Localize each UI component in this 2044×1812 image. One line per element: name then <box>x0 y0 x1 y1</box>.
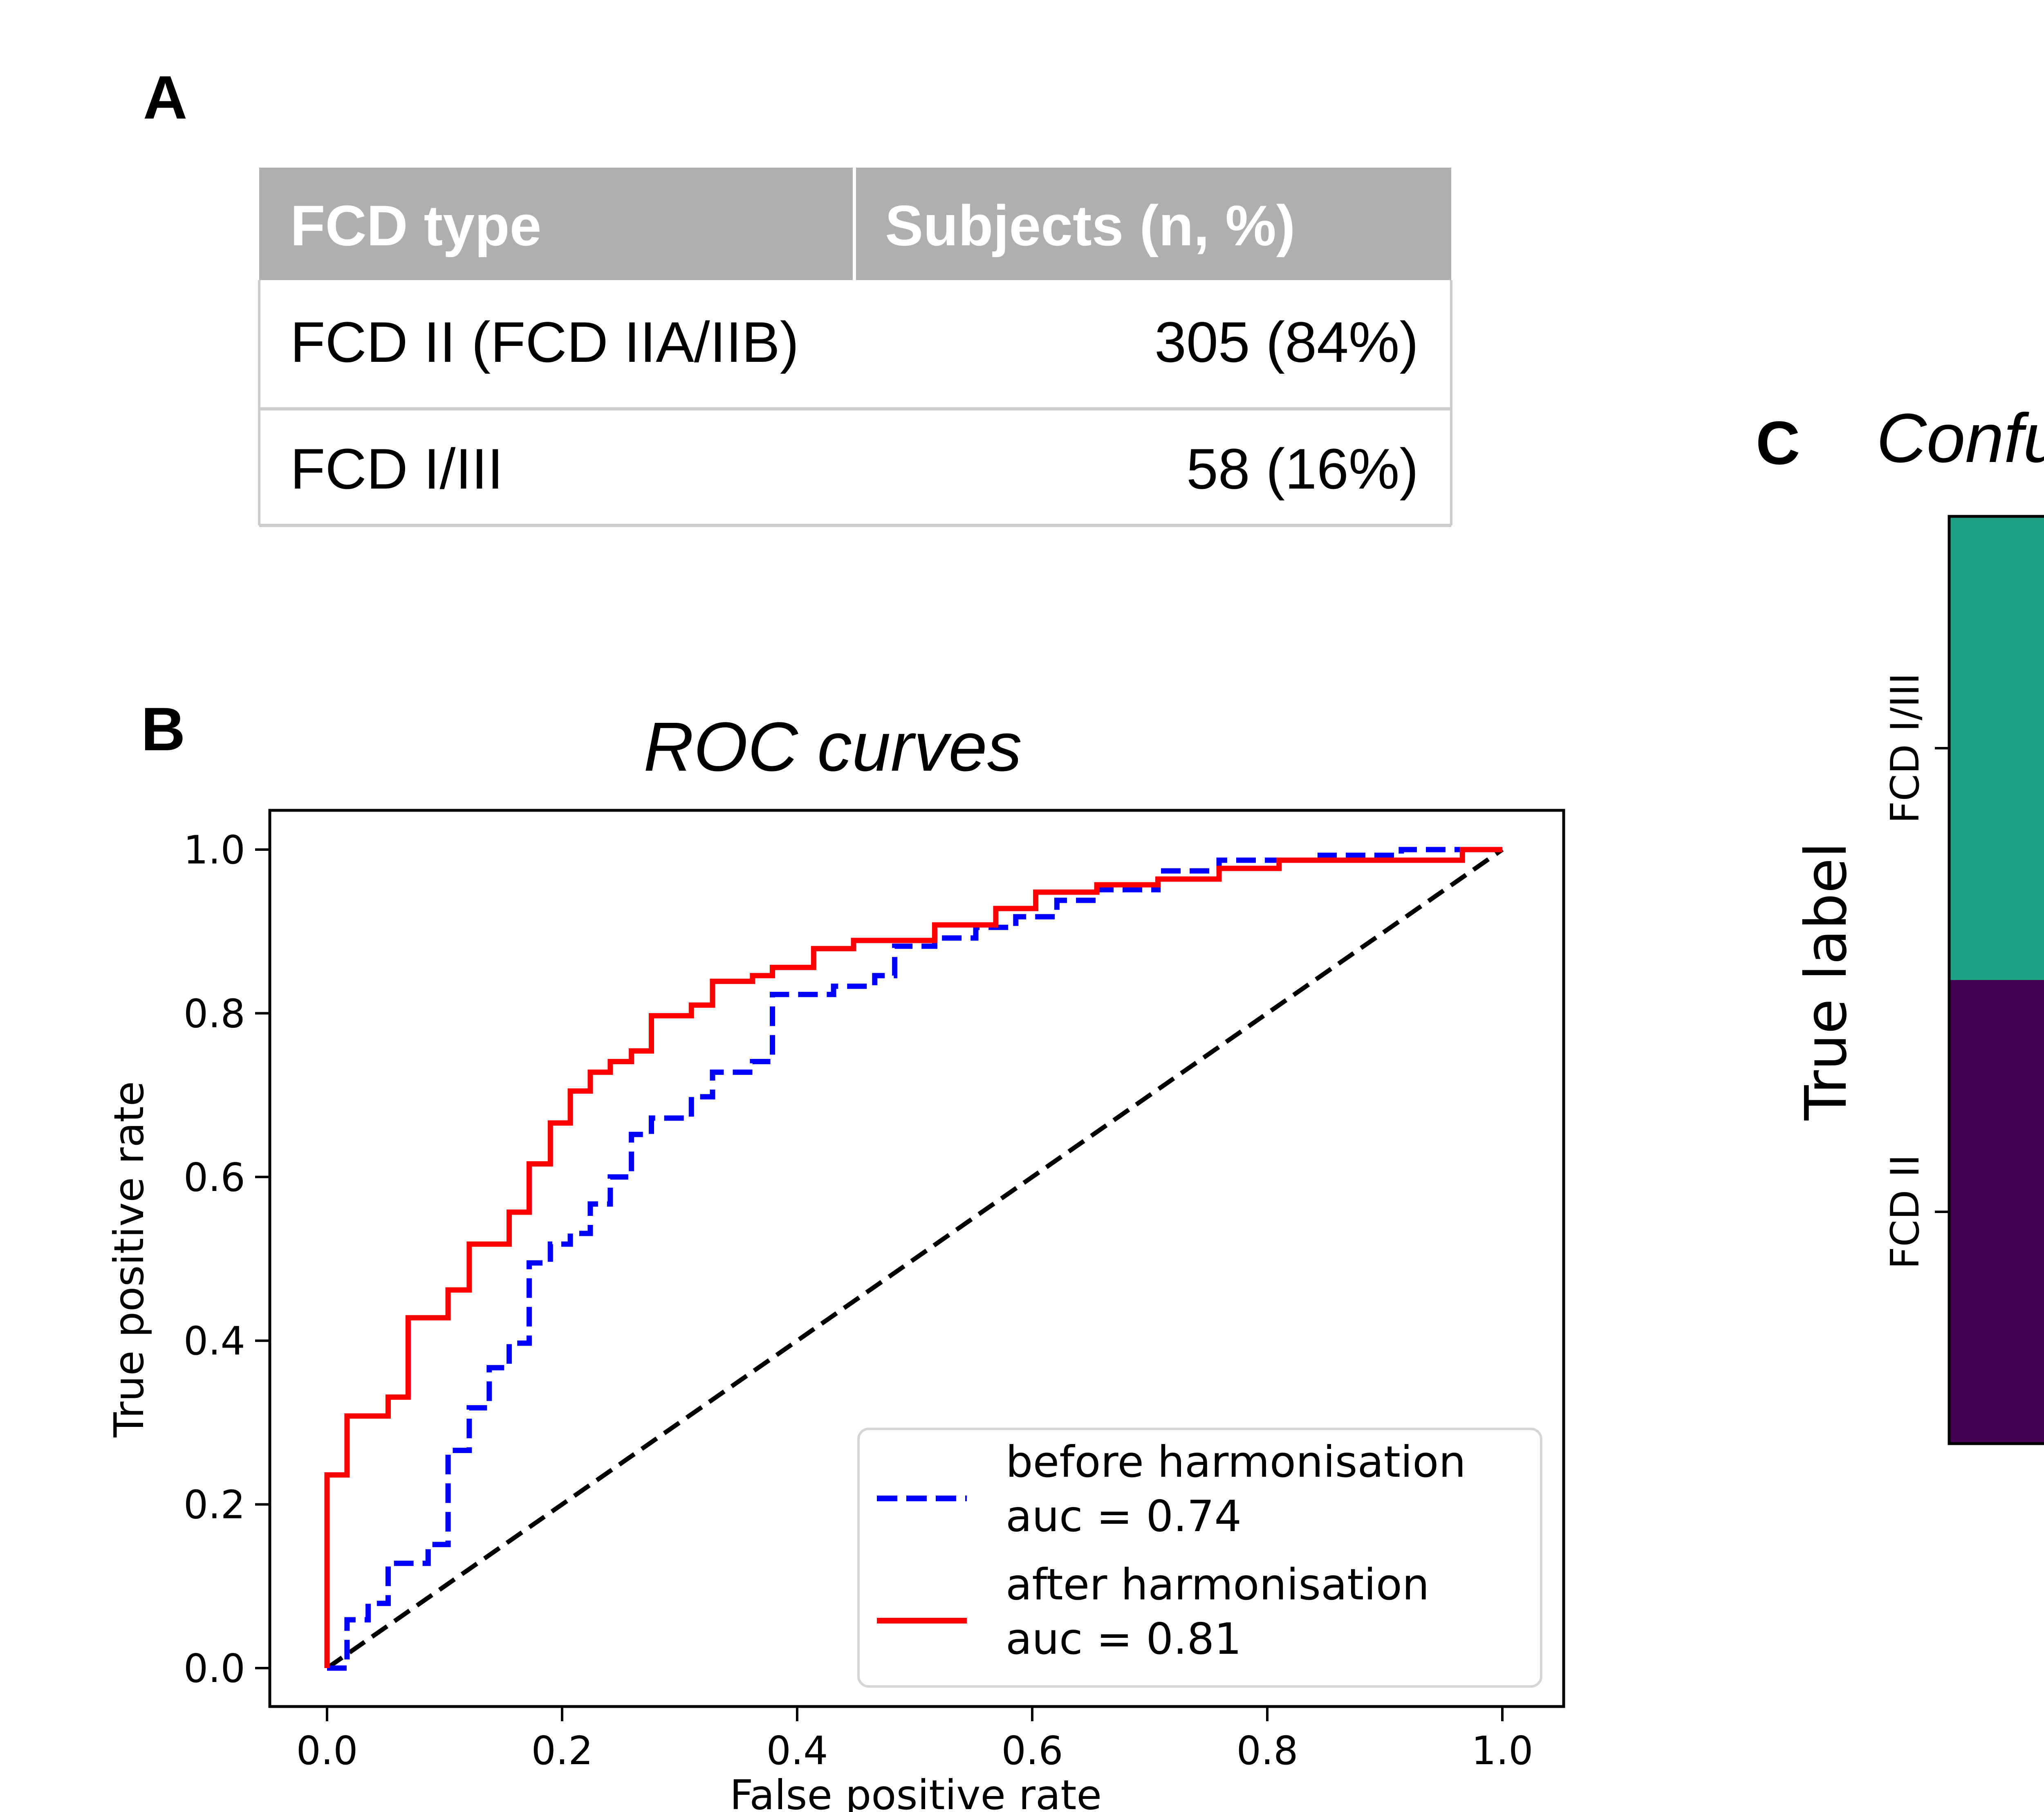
roc-line-after-harmonisation <box>324 847 1502 1668</box>
cm-cell <box>1949 980 2044 1444</box>
table-cell-subjects: 58 (16%) <box>1186 437 1419 501</box>
roc-x-ticks: 0.0 0.2 0.4 0.6 0.8 1.0 <box>296 1707 1533 1774</box>
cm-y-axis-label: True label <box>1793 842 1860 1121</box>
cm-cells: 0.550.450.120.88 <box>1949 516 2044 1444</box>
roc-y-tick-label: 0.4 <box>184 1319 245 1364</box>
roc-line-chance <box>325 848 1504 1670</box>
table-cell-fcd-type: FCD II (FCD IIA/IIB) <box>290 310 799 374</box>
legend-auc-before: auc = 0.74 <box>1006 1491 1242 1541</box>
roc-line-before-harmonisation <box>327 847 1502 1671</box>
panel-c-label: C <box>1756 408 1800 477</box>
roc-x-tick-label: 0.6 <box>1001 1729 1063 1774</box>
confusion-matrix-title: Confusion matrix (accuracy = 0.83) <box>1876 399 2044 477</box>
table-cell-subjects: 305 (84%) <box>1154 310 1419 374</box>
roc-y-tick-label: 0.2 <box>184 1483 245 1528</box>
cm-frame <box>1948 515 2044 1445</box>
table-row: FCD II (FCD IIA/IIB) 305 (84%) <box>290 310 1419 374</box>
roc-y-axis-label: True positive rate <box>105 1081 153 1437</box>
legend-label-before: before harmonisation <box>1006 1437 1466 1487</box>
panel-a-label: A <box>143 63 187 132</box>
cm-y-tick-label: FCD II <box>1883 1155 1928 1269</box>
roc-x-axis-label: False positive rate <box>730 1771 1102 1812</box>
roc-x-tick-label: 0.8 <box>1236 1729 1298 1774</box>
roc-title: ROC curves <box>643 708 1022 786</box>
confusion-matrix: 0.550.450.120.88 FCD I/III FCD II FCD I/I… <box>1793 515 2044 1445</box>
roc-y-tick-label: 0.0 <box>184 1646 245 1691</box>
cm-cell <box>1949 516 2044 980</box>
roc-x-tick-label: 0.0 <box>296 1729 358 1774</box>
table-header-fcd-type: FCD type <box>290 193 541 258</box>
table-header-subjects: Subjects (n, %) <box>885 193 1295 258</box>
roc-x-tick-label: 0.4 <box>766 1729 828 1774</box>
roc-y-tick-label: 0.6 <box>184 1155 245 1200</box>
cm-y-ticks: FCD I/III FCD II <box>1883 673 1949 1269</box>
roc-y-tick-label: 0.8 <box>184 991 245 1036</box>
subjects-table: FCD type Subjects (n, %) FCD II (FCD IIA… <box>258 168 1452 527</box>
panel-b-label: B <box>141 695 185 763</box>
table-row: FCD I/III 58 (16%) <box>290 437 1419 501</box>
legend-auc-after: auc = 0.81 <box>1006 1614 1242 1664</box>
cm-y-tick-label: FCD I/III <box>1883 673 1928 823</box>
roc-series <box>324 847 1504 1671</box>
roc-chart: 0.0 0.2 0.4 0.6 0.8 1.0 0.0 0.2 0.4 0.6 0.8 1.0 Fa… <box>105 809 1565 1812</box>
table-cell-fcd-type: FCD I/III <box>290 437 503 501</box>
roc-x-tick-label: 0.2 <box>531 1729 593 1774</box>
roc-legend-box <box>857 1428 1542 1688</box>
roc-x-tick-label: 1.0 <box>1471 1729 1533 1774</box>
legend-label-after: after harmonisation <box>1006 1560 1429 1610</box>
roc-legend: before harmonisation auc = 0.74 after ha… <box>857 1428 1542 1688</box>
roc-y-tick-label: 1.0 <box>184 828 245 873</box>
roc-y-ticks: 0.0 0.2 0.4 0.6 0.8 1.0 <box>184 828 270 1691</box>
